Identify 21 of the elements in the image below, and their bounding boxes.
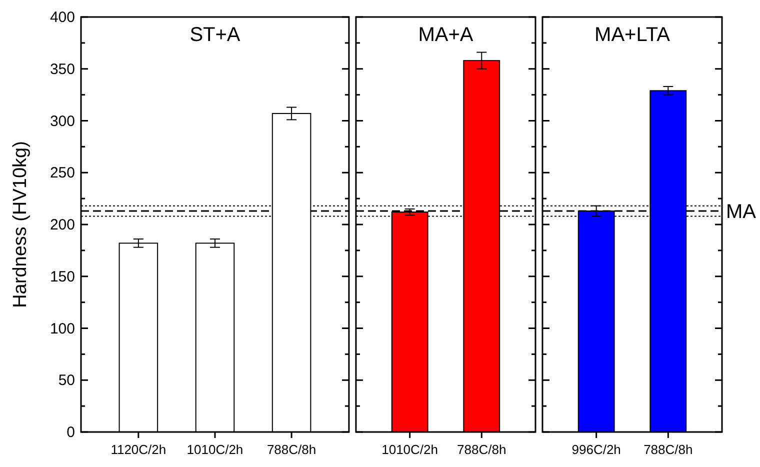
y-tick-label: 150 [50, 268, 75, 286]
y-tick-label: 50 [58, 372, 75, 390]
y-tick-label: 250 [50, 164, 75, 182]
x-tick-label: 1010C/2h [186, 442, 244, 457]
y-tick-label: 300 [50, 112, 75, 130]
x-tick-label: 1010C/2h [382, 442, 438, 457]
y-tick-label: 100 [50, 320, 75, 338]
x-tick-label: 1120C/2h [110, 442, 166, 457]
chart-title: MA+LTA [594, 24, 671, 46]
ref-line-label: MA [726, 201, 757, 224]
chart-title: MA+A [418, 24, 474, 46]
x-tick-label: 788C/8h [644, 442, 693, 457]
y-tick-label: 0 [66, 424, 75, 441]
y-tick-label: 350 [50, 60, 75, 78]
x-tick-label: 996C/2h [572, 442, 621, 457]
x-tick-label: 788C/8h [457, 442, 506, 457]
y-axis-title: Hardness (HV10kg) [10, 141, 31, 308]
chart-title: ST+A [190, 24, 241, 46]
y-tick-label: 400 [50, 9, 75, 26]
y-tick-label: 200 [50, 216, 75, 234]
x-tick-label: 788C/8h [266, 442, 316, 457]
